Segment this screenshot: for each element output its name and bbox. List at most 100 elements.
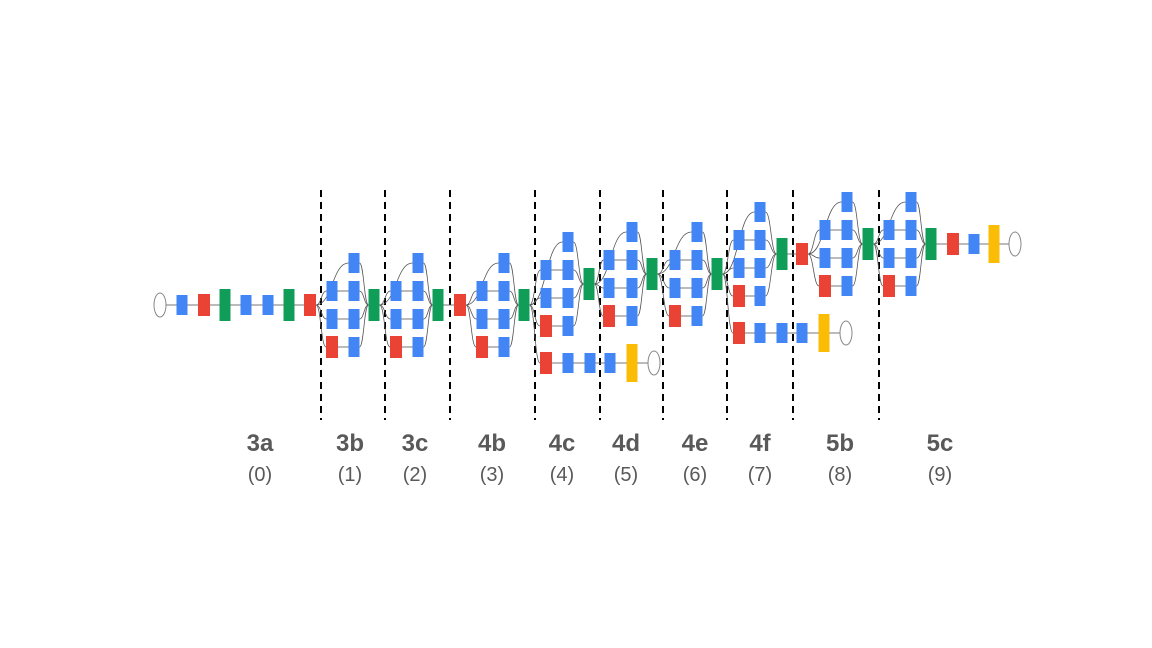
edge <box>637 231 647 275</box>
pool-node <box>540 315 552 337</box>
edge <box>637 273 647 289</box>
pool-node <box>454 294 466 316</box>
edge <box>573 241 584 285</box>
stage-label-4b: 4b (3) <box>452 430 532 487</box>
conv-node <box>905 276 917 296</box>
conv-node <box>240 295 252 315</box>
pool-node <box>603 305 615 327</box>
edge <box>359 290 369 306</box>
conv-node <box>754 202 766 222</box>
edge <box>916 201 926 245</box>
concat-node <box>583 268 595 300</box>
stage-label-3b: 3b (1) <box>310 430 390 487</box>
edge <box>702 273 712 317</box>
stage-name: 5b <box>825 430 854 457</box>
conv-node <box>905 192 917 212</box>
io-node <box>647 350 661 376</box>
edge <box>465 304 477 320</box>
conv-node <box>348 253 360 273</box>
conv-node <box>562 288 574 308</box>
stage-name: 4f <box>749 430 771 457</box>
conv-node <box>905 220 917 240</box>
conv-node <box>626 250 638 270</box>
edge <box>423 304 433 348</box>
conv-node <box>626 278 638 298</box>
edge <box>423 304 433 320</box>
conv-node <box>883 220 895 240</box>
stage-index: (7) <box>747 464 773 486</box>
edge <box>359 304 369 320</box>
edge <box>916 243 926 259</box>
stage-label-5b: 5b (8) <box>800 430 880 487</box>
edge <box>509 304 519 320</box>
edge <box>573 283 584 327</box>
concat-node <box>711 258 723 290</box>
edge <box>315 290 327 306</box>
conv-node <box>819 220 831 240</box>
edge <box>359 304 369 348</box>
stage-name: 4b <box>477 430 506 457</box>
conv-node <box>883 248 895 268</box>
edge <box>465 290 477 306</box>
stage-name: 3a <box>246 430 274 457</box>
pool-node <box>390 336 402 358</box>
conv-node <box>540 288 552 308</box>
conv-node <box>476 309 488 329</box>
conv-node <box>390 309 402 329</box>
edge <box>807 229 820 255</box>
conv-node <box>562 316 574 336</box>
edge <box>637 273 647 317</box>
edge <box>657 273 670 317</box>
edge <box>722 273 734 334</box>
stage-index: (6) <box>682 464 708 486</box>
pool-node <box>733 322 745 344</box>
conv-node <box>390 281 402 301</box>
concat-node <box>368 289 380 321</box>
io-node <box>1008 231 1022 257</box>
stage-index: (0) <box>247 464 273 486</box>
concat-node <box>283 289 295 321</box>
conv-node <box>841 248 853 268</box>
stage-index: (9) <box>927 464 953 486</box>
conv-node <box>412 337 424 357</box>
conv-node <box>691 250 703 270</box>
pool-node <box>476 336 488 358</box>
nodes <box>153 192 1022 382</box>
pool-node <box>947 233 959 255</box>
conv-node <box>754 230 766 250</box>
conv-node <box>412 253 424 273</box>
edge <box>529 269 541 306</box>
edge <box>637 259 647 275</box>
stage-label-4e: 4e (6) <box>655 430 735 487</box>
concat-node <box>862 228 874 260</box>
concat-node <box>646 258 658 290</box>
edge <box>873 243 884 287</box>
edge <box>509 290 519 306</box>
stage-name: 3c <box>401 430 429 457</box>
stage-label-3c: 3c (2) <box>375 430 455 487</box>
stage-index: (8) <box>827 464 853 486</box>
stage-dividers <box>320 190 880 420</box>
edge <box>315 304 327 320</box>
edge <box>423 290 433 306</box>
conv-node <box>498 337 510 357</box>
edge <box>852 229 863 245</box>
conv-node <box>348 309 360 329</box>
conv-node <box>176 295 188 315</box>
stage-label-4d: 4d (5) <box>586 430 666 487</box>
edge <box>873 229 884 245</box>
pool-node <box>326 336 338 358</box>
edge <box>379 304 391 348</box>
softmax-node <box>818 314 830 352</box>
edge <box>852 243 863 287</box>
conv-node <box>968 234 980 254</box>
io-node <box>153 292 167 318</box>
conv-node <box>754 258 766 278</box>
conv-node <box>603 250 615 270</box>
conv-node <box>669 278 681 298</box>
conv-node <box>348 281 360 301</box>
stage-label-4c: 4c (4) <box>522 430 602 487</box>
edge <box>765 211 777 255</box>
pool-node <box>540 352 552 374</box>
edge <box>765 239 777 255</box>
